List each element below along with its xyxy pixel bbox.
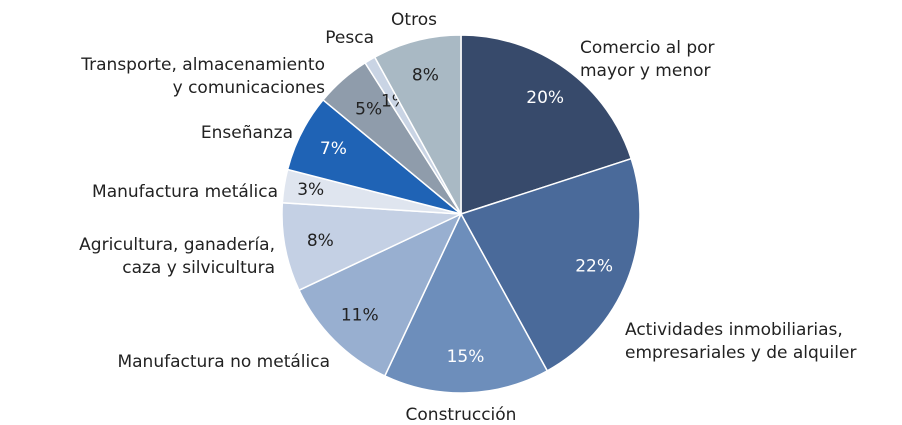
pie-slice [383,212,549,394]
pie-slice [281,201,462,292]
data-label: 15% [447,347,485,367]
pie-slice [460,34,633,216]
data-label: 8% [412,65,439,85]
pie-slice [298,212,463,377]
category-label: Construcción [406,405,517,425]
category-label: Transporte, almacenamiento y comunicacion… [80,55,325,98]
data-label: 8% [307,231,334,251]
data-label: 3% [297,180,324,200]
category-label: Manufactura metálica [92,182,278,202]
data-label: 11% [341,305,379,325]
category-label: Enseñanza [201,123,293,143]
category-label: Pesca [325,28,374,48]
data-label: 7% [320,139,347,159]
pie-slice [459,157,641,372]
data-label: 22% [575,257,613,277]
category-label: Comercio al por mayor y menor [580,38,715,81]
data-label: 5% [355,99,382,119]
data-label: 20% [526,88,564,108]
category-label: Otros [391,10,437,30]
category-label: Agricultura, ganadería, caza y silvicultu… [79,235,275,278]
category-label: Manufactura no metálica [117,352,330,372]
category-label: Actividades inmobiliarias, empresariales … [625,320,856,363]
pie-slice [373,34,462,215]
